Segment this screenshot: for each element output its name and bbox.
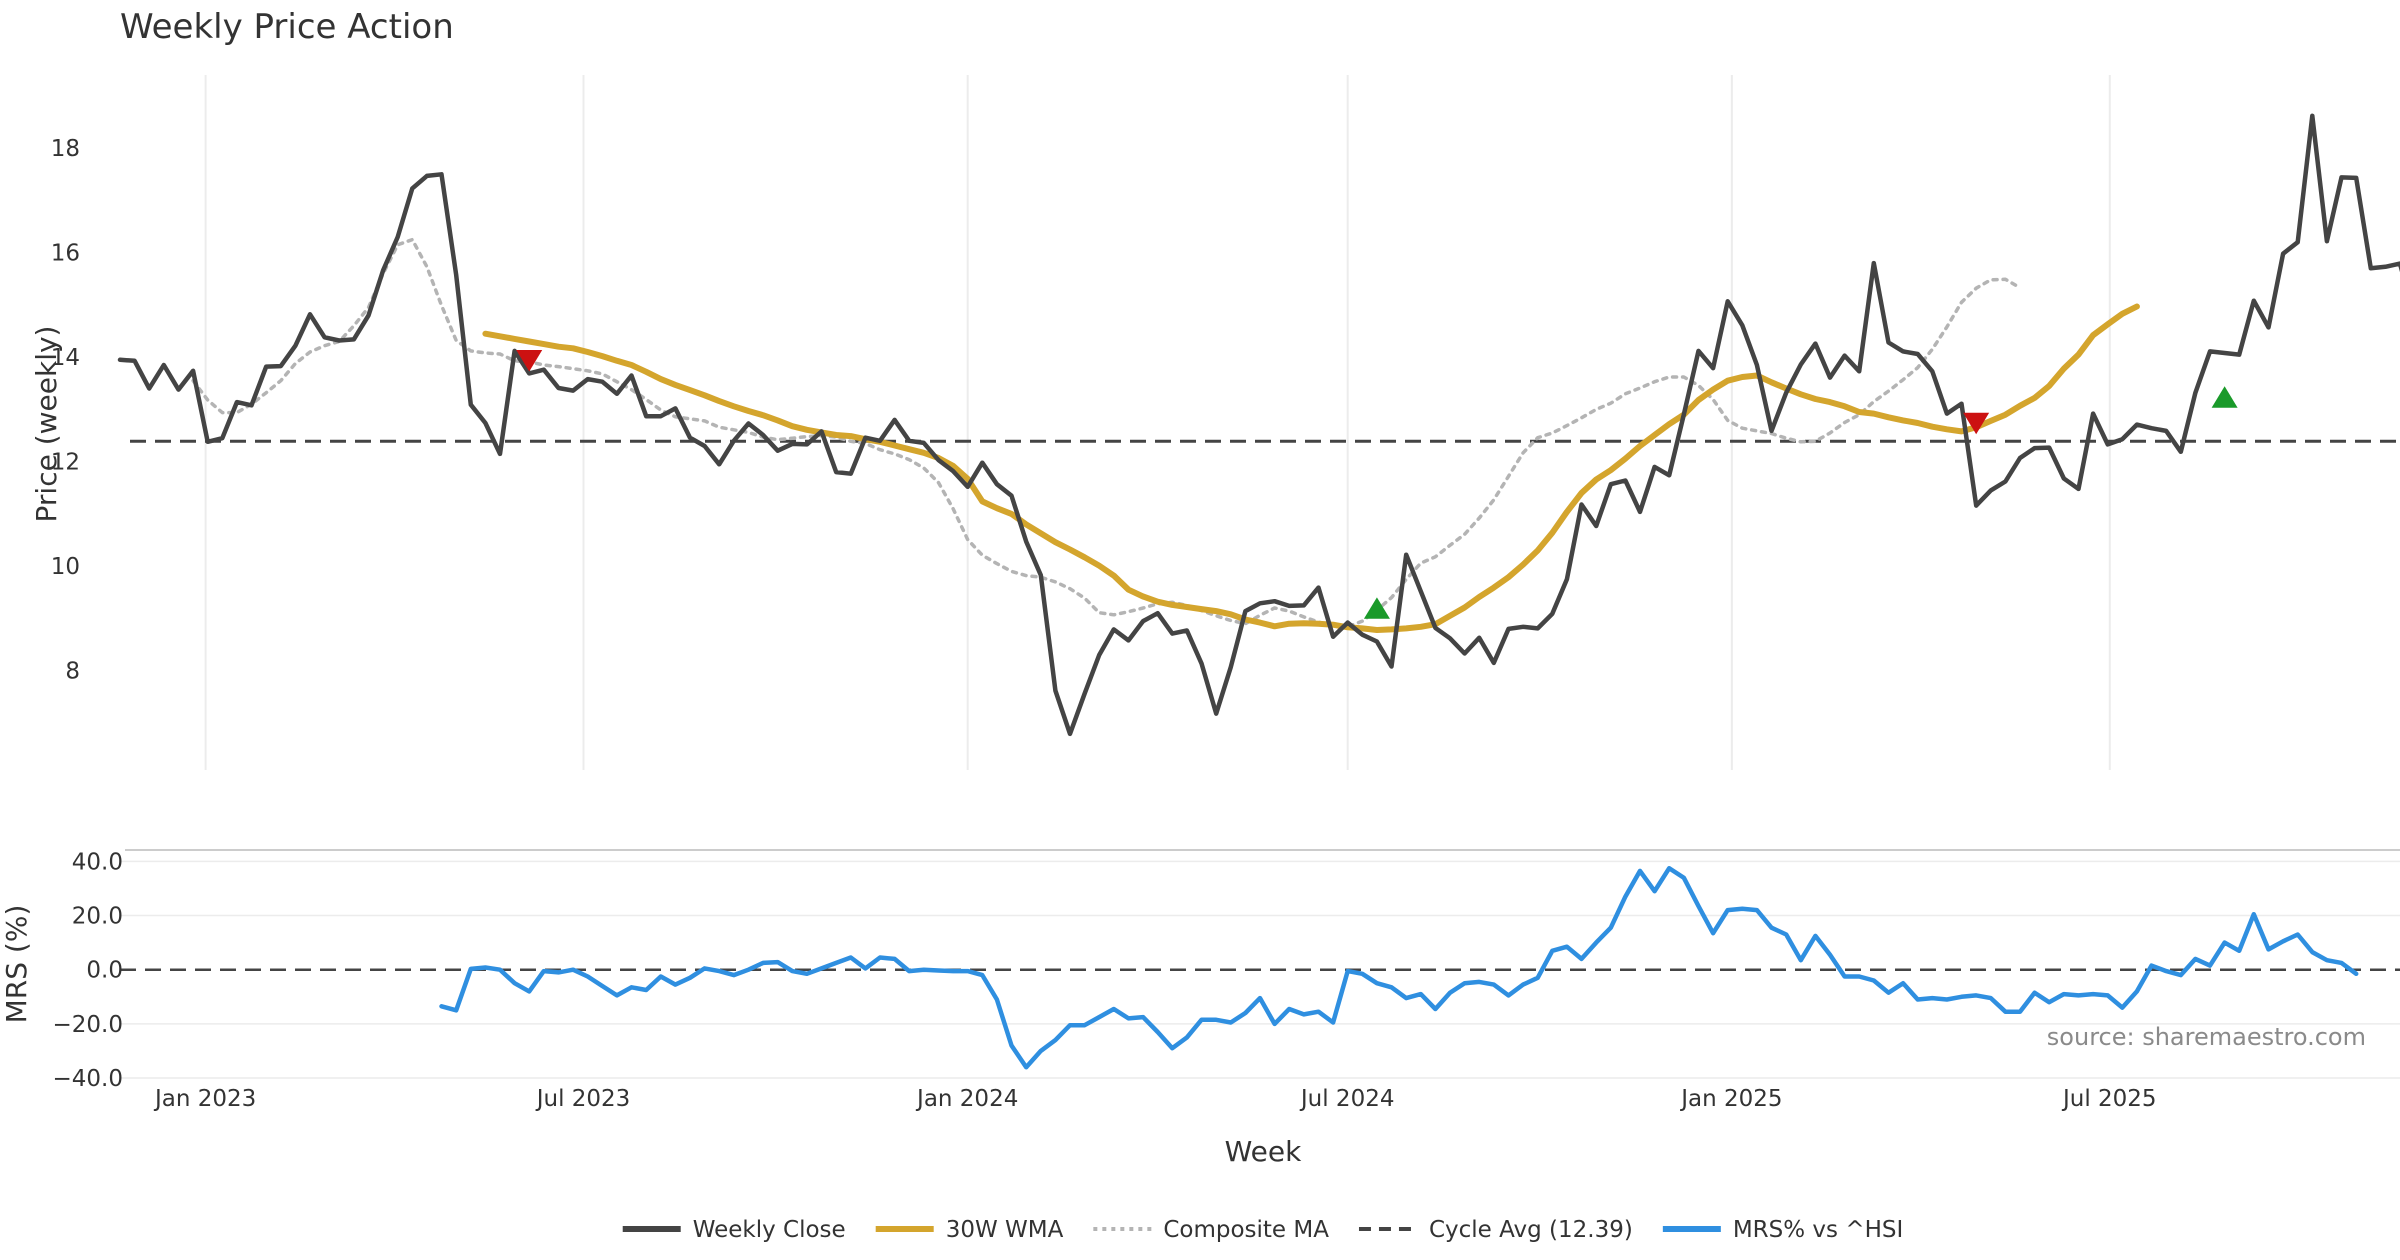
- mrs-y-tick-0: −40.0: [53, 1066, 123, 1092]
- legend-label-30w-wma: 30W WMA: [946, 1217, 1064, 1243]
- series-mrs-vs-hsi: [439, 865, 2359, 1070]
- mrs-y-tick-4: 40.0: [72, 849, 123, 875]
- x-tick-label-jul-2023: Jul 2023: [535, 1086, 631, 1112]
- legend-label-mrs-vs-hsi: MRS% vs ^HSI: [1733, 1217, 1903, 1243]
- x-tick-label-jul-2024: Jul 2024: [1299, 1086, 1395, 1112]
- legend-label-composite-ma: Composite MA: [1163, 1217, 1329, 1243]
- legend: Weekly Close 30W WMA Composite MA Cycle Avg…: [622, 1217, 1903, 1243]
- x-tick-label-jul-2025: Jul 2025: [2061, 1086, 2157, 1112]
- x-axis-title: Week: [1225, 1135, 1302, 1168]
- mrs-y-tick-3: 20.0: [72, 904, 123, 930]
- mrs-panel: −40.0 −20.0 0.0 20.0 40.0 MRS (%) source: sh…: [0, 849, 2400, 1092]
- legend-label-cycle-avg-12-39: Cycle Avg (12.39): [1429, 1217, 1633, 1243]
- price-y-tick-8: 8: [65, 659, 80, 685]
- price-y-tick-18: 18: [51, 136, 80, 162]
- sell-signal-marker-3: [1963, 412, 1990, 435]
- legend-label-weekly-close: Weekly Close: [693, 1217, 846, 1243]
- mrs-y-tick-2: 0.0: [86, 958, 123, 984]
- mrs-series: [439, 865, 2359, 1070]
- series-weekly-close: [117, 113, 2400, 737]
- buy-signal-marker-4: [2211, 386, 2238, 408]
- price-y-axis-title: Price (weekly): [30, 326, 63, 523]
- price-y-tick-12: 12: [51, 450, 80, 476]
- series-30w-wma: [482, 303, 2140, 633]
- mrs-y-ticks: −40.0 −20.0 0.0 20.0 40.0: [53, 849, 123, 1092]
- signal-markers: [516, 350, 2238, 619]
- source-watermark: source: sharemaestro.com: [2047, 1023, 2366, 1051]
- price-grid: [204, 75, 2111, 770]
- price-series: [117, 113, 2400, 737]
- x-tick-label-jan-2025: Jan 2025: [1679, 1086, 1782, 1112]
- chart-title: Weekly Price Action: [120, 7, 454, 47]
- x-axis-ticks: Jan 2023 Jul 2023 Jan 2024 Jul 2024 Jan 2025…: [153, 1086, 2157, 1112]
- series-composite-ma: [191, 237, 2022, 629]
- price-y-tick-10: 10: [51, 554, 80, 580]
- buy-signal-marker-2: [1363, 597, 1390, 619]
- sell-signal-marker-1: [516, 350, 543, 372]
- mrs-y-axis-title: MRS (%): [0, 905, 33, 1024]
- x-tick-label-jan-2024: Jan 2024: [915, 1086, 1018, 1112]
- mrs-y-tick-1: −20.0: [53, 1012, 123, 1038]
- price-y-tick-14: 14: [51, 345, 80, 371]
- price-y-ticks: 8 10 12 14 16 18: [51, 136, 80, 685]
- x-tick-label-jan-2023: Jan 2023: [153, 1086, 256, 1112]
- price-y-tick-16: 16: [51, 241, 80, 267]
- price-panel: 8 10 12 14 16 18 Price (weekly): [30, 75, 2400, 770]
